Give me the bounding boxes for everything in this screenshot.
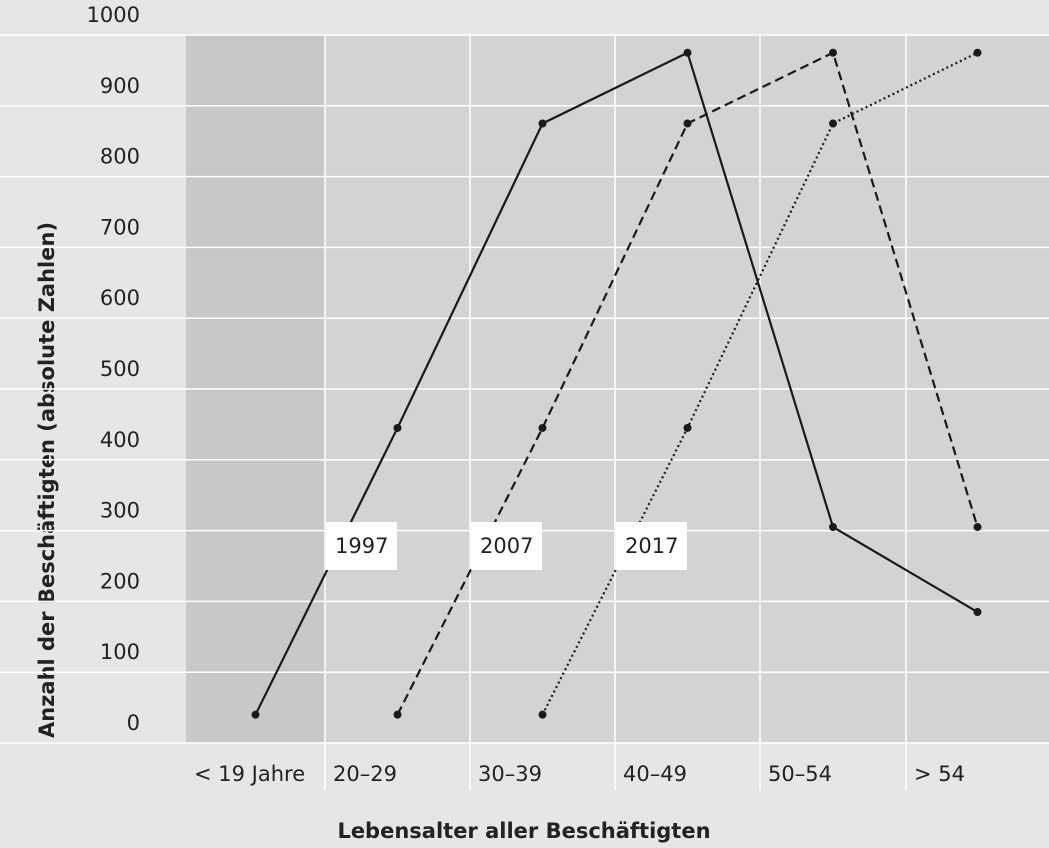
data-point [393,710,402,719]
y-tick-label: 300 [100,499,140,523]
y-tick-label: 0 [127,711,140,735]
series-label: 2007 [480,534,533,558]
series-label-box [471,522,542,570]
y-axis-label: Anzahl der Beschäftigten (absolute Zahle… [35,222,59,738]
data-point [538,119,547,128]
y-tick-label: 800 [100,145,140,169]
data-point [683,119,692,128]
data-point [973,48,982,57]
data-point [538,423,547,432]
x-tick-label: < 19 Jahre [194,762,305,786]
series-line [254,51,979,716]
data-point [683,423,692,432]
data-point [973,608,982,617]
x-tick-label: 50–54 [768,762,832,786]
y-tick-label: 1000 [87,3,140,27]
series-label: 1997 [335,534,388,558]
y-tick-label: 200 [100,569,140,593]
series-label: 2017 [625,534,678,558]
x-tick-label: > 54 [914,762,965,786]
series-label-box [616,522,687,570]
data-point [973,523,982,532]
data-point [251,710,260,719]
data-point [829,48,837,57]
series-line [541,51,978,716]
x-axis-label: Lebensalter aller Beschäftigten [337,819,710,843]
y-tick-label: 600 [100,286,140,310]
series-label-box [326,522,397,570]
y-tick-label: 400 [100,428,140,452]
y-tick-label: 900 [100,74,140,98]
data-point [829,523,837,532]
y-tick-label: 500 [100,357,140,381]
y-tick-label: 100 [100,640,140,664]
data-point [393,423,402,432]
x-tick-label: 20–29 [333,762,397,786]
x-tick-label: 40–49 [623,762,687,786]
data-point [683,48,692,57]
y-tick-label: 700 [100,215,140,239]
data-point [538,710,547,719]
data-point [829,119,837,128]
x-tick-label: 30–39 [478,762,542,786]
